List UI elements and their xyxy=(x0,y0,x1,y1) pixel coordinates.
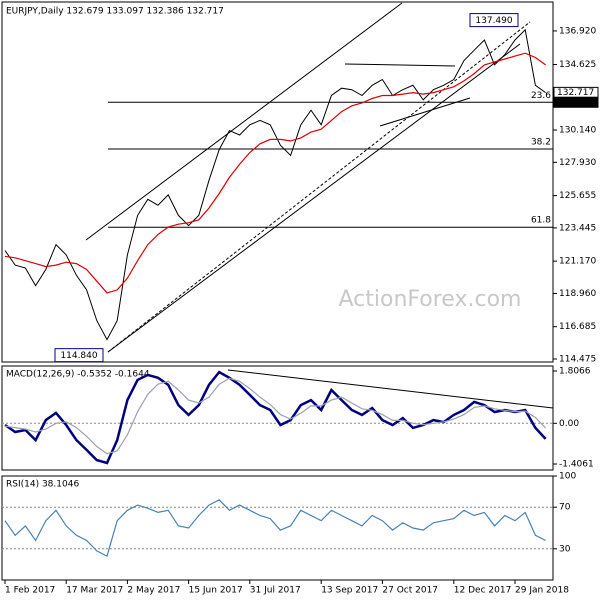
y-tick-label: 136.920 xyxy=(559,26,596,36)
series-line xyxy=(4,52,546,294)
x-tick-label: 13 Sep 2017 xyxy=(321,586,378,596)
y-tick-label: 70 xyxy=(559,503,571,513)
watermark: ActionForex.com xyxy=(339,287,522,312)
series-line xyxy=(4,28,546,341)
rsi-panel xyxy=(1,475,554,581)
y-tick-label: 114.475 xyxy=(559,355,596,365)
range-top xyxy=(344,63,456,67)
x-tick-label: 2 May 2017 xyxy=(127,586,180,596)
x-tick-label: 15 Jun 2017 xyxy=(189,586,243,596)
macd-trend xyxy=(227,369,554,409)
y-tick-label: 118.960 xyxy=(559,289,596,299)
y-tick-label: 0.00 xyxy=(559,419,579,429)
trend-dashed xyxy=(107,21,531,353)
y-tick-label: 130.140 xyxy=(559,126,596,136)
fib-label: 61.8 xyxy=(531,216,551,226)
x-tick-label: 12 Dec 2017 xyxy=(454,586,512,596)
trend-lines xyxy=(85,2,554,409)
price-panel xyxy=(1,1,554,363)
y-tick-label: 123.445 xyxy=(559,223,596,233)
rsi-title: RSI(14) 38.1046 xyxy=(6,480,79,490)
annotation-label: 137.490 xyxy=(475,16,512,26)
y-tick-label: 30 xyxy=(559,544,571,554)
chart-title: EURJPY,Daily 132.679 133.097 132.386 132… xyxy=(6,7,224,17)
channel-upper xyxy=(85,2,403,241)
y-tick-label: 100 xyxy=(559,472,576,482)
y-tick-label: 116.685 xyxy=(559,322,596,332)
series-line xyxy=(4,499,546,557)
fib-label: 38.2 xyxy=(531,138,551,148)
price-tag-label: 132.040 xyxy=(557,98,594,108)
macd-panel xyxy=(1,365,554,471)
x-tick-label: 27 Oct 2017 xyxy=(382,586,438,596)
y-tick-label: 121.170 xyxy=(559,257,596,267)
y-tick-label: 1.8066 xyxy=(559,366,591,376)
y-tick-label: 127.930 xyxy=(559,158,596,168)
series-line xyxy=(4,370,547,465)
annotation-box xyxy=(469,13,519,28)
y-tick-label: 134.625 xyxy=(559,60,596,70)
annotation-box xyxy=(54,348,104,363)
x-tick-label: 29 Jan 2018 xyxy=(515,586,569,596)
price-tag-label: 132.717 xyxy=(557,88,594,98)
x-tick-label: 1 Feb 2017 xyxy=(5,586,55,596)
x-tick-label: 31 Jul 2017 xyxy=(250,586,301,596)
y-tick-label: -1.4061 xyxy=(559,460,594,470)
fib-label: 23.6 xyxy=(531,91,551,101)
channel-lower xyxy=(107,43,521,353)
x-tick-label: 17 Mar 2017 xyxy=(66,586,123,596)
annotation-label: 114.840 xyxy=(60,351,97,361)
series-line xyxy=(4,377,547,455)
y-tick-label: 125.655 xyxy=(559,191,596,201)
price-tag xyxy=(553,96,599,108)
macd-title: MACD(12,26,9) -0.5352 -0.1644 xyxy=(6,370,150,380)
